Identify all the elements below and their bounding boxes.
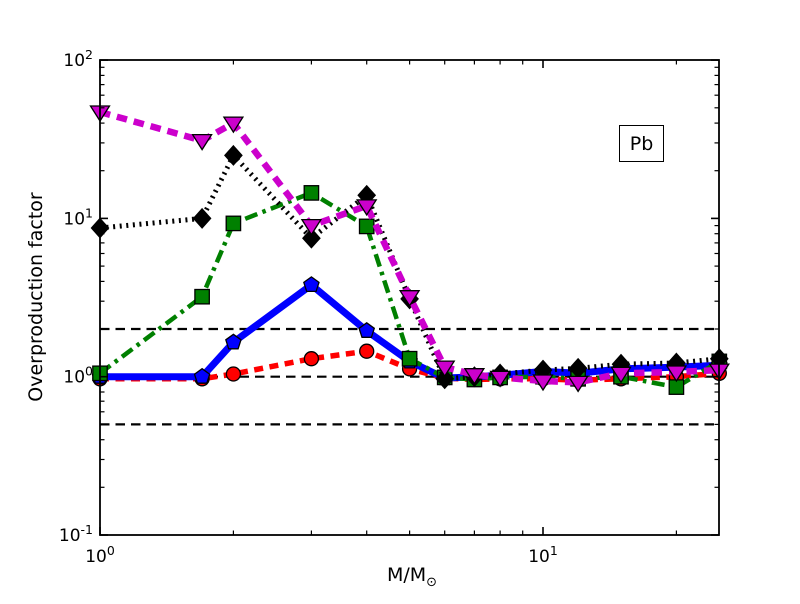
- svg-text:100: 100: [63, 364, 93, 388]
- y-axis-title: Overproduction factor: [25, 192, 47, 402]
- svg-text:102: 102: [63, 47, 93, 71]
- svg-text:100: 100: [85, 543, 115, 567]
- isotope-label-box: Pb: [619, 125, 664, 162]
- svg-text:101: 101: [528, 543, 558, 567]
- svg-text:10-1: 10-1: [59, 522, 93, 546]
- x-axis-title: M/M⊙: [386, 564, 438, 590]
- svg-text:101: 101: [63, 205, 93, 229]
